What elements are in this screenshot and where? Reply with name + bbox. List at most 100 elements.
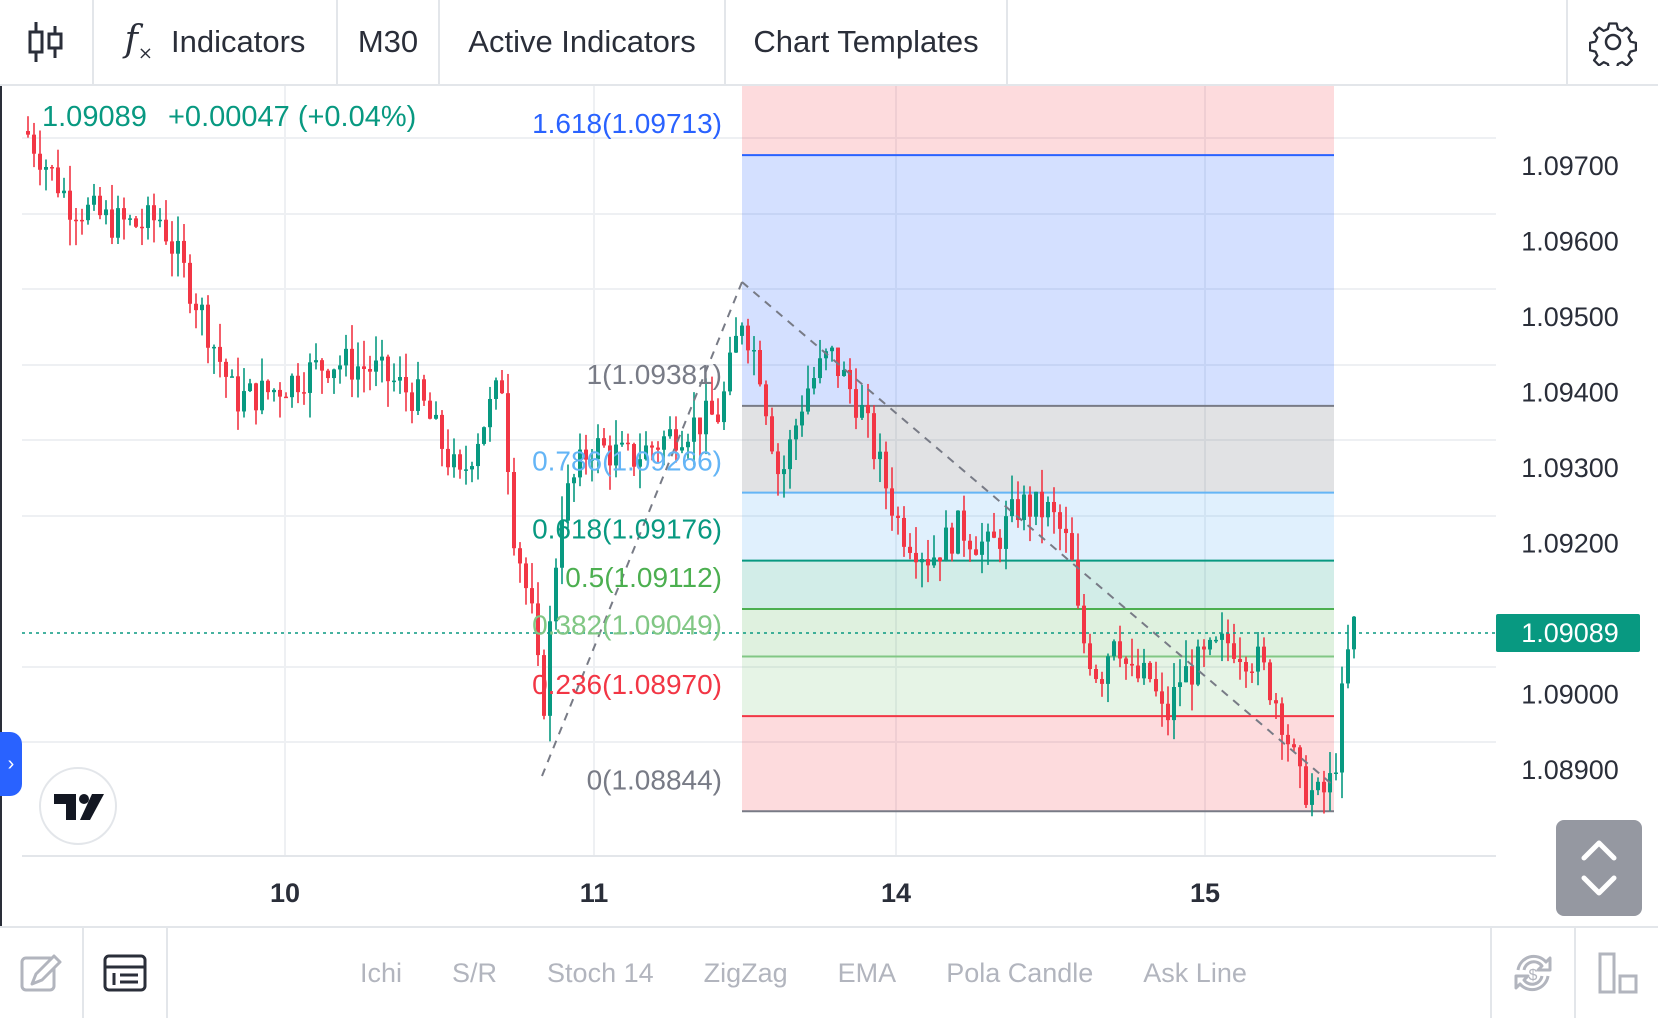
candle-body [692,417,696,442]
quick-indicator-ema[interactable]: EMA [837,957,897,988]
indicators-button[interactable]: f× Indicators [94,0,338,84]
candle-body [1292,744,1296,748]
layout-button[interactable] [1574,928,1658,1018]
candle-body [494,380,498,399]
candle-body [1094,669,1098,680]
fib-level-label: 0.618(1.09176) [532,514,722,545]
quick-indicators: Ichi S/R Stoch 14 ZigZag EMA Pola Candle… [360,928,1297,1018]
quick-indicator-ichi[interactable]: Ichi [360,957,403,988]
candle-body [128,218,132,220]
candle-body [740,325,744,336]
candle-body [428,400,432,419]
candle-body [26,131,30,135]
time-tick-label: 10 [270,878,300,908]
candle-body [326,370,330,379]
candle-body [1064,528,1068,534]
candle-body [1136,665,1140,679]
chart-templates-button[interactable]: Chart Templates [726,0,1008,84]
candle-body [488,398,492,428]
candle-body [932,557,936,566]
candle-body [914,552,918,563]
time-tick-label: 15 [1190,878,1220,908]
drawing-tools-button[interactable] [0,928,84,1018]
candle-body [620,442,624,445]
candle-body [536,603,540,656]
candle-body [506,393,510,473]
candle-body [704,400,708,435]
price-axis [1496,86,1658,856]
legend-change: +0.00047 (+0.04%) [168,101,416,133]
candle-body [266,380,270,393]
candle-body [1346,649,1350,684]
fibonacci-zones [742,86,1334,812]
candle-body [176,240,180,254]
price-chart[interactable]: 1.618(1.09713) 1(1.09381) 0.786(1.09266) 0.… [0,86,1658,926]
candle-body [110,209,114,238]
candle-body [1154,679,1158,692]
candle-body [68,190,72,220]
candle-body [200,304,204,311]
candle-body [1016,499,1020,521]
candle-body [38,153,42,170]
chart-area[interactable]: 1.618(1.09713) 1(1.09381) 0.786(1.09266) 0.… [0,86,1658,926]
active-indicators-button[interactable]: Active Indicators [440,0,726,84]
fib-zone [742,656,1334,717]
sync-button[interactable]: $ [1490,928,1574,1018]
quick-indicator-stoch[interactable]: Stoch 14 [547,957,654,988]
expand-sidebar-button[interactable]: › [0,732,22,796]
candle-body [806,388,810,412]
candle-body [1202,646,1206,650]
candle-body [608,445,612,466]
candle-body [380,356,384,361]
candle-body [950,527,954,554]
candle-body [92,195,96,205]
timeframe-button[interactable]: M30 [338,0,440,84]
quick-indicator-ask-line[interactable]: Ask Line [1143,957,1247,988]
candle-body [848,369,852,390]
candle-body [188,262,192,304]
candle-body [890,488,894,516]
scale-toggle-button[interactable] [1556,820,1642,916]
candle-body [566,483,570,521]
candle-body [1028,494,1032,517]
quick-indicator-sr[interactable]: S/R [452,957,498,988]
candle-body [830,347,834,352]
object-tree-button[interactable] [84,928,168,1018]
candle-body [1046,501,1050,518]
candle-body [1076,559,1080,606]
fib-zone [742,716,1334,812]
candle-body [878,451,882,460]
candle-body [1058,512,1062,529]
bottom-toolbar: Ichi S/R Stoch 14 ZigZag EMA Pola Candle… [0,926,1658,1018]
fib-level-label: 0.236(1.08970) [532,669,722,700]
quick-indicator-pola-candle[interactable]: Pola Candle [946,957,1094,988]
candle-body [386,356,390,382]
candle-body [374,360,378,372]
candle-body [350,348,354,380]
candle-body [698,417,702,435]
candle-body [854,389,858,418]
candle-body [872,413,876,460]
candle-body [500,380,504,394]
candle-body [242,391,246,412]
candle-body [1256,646,1260,672]
time-tick-label: 11 [580,878,609,908]
candle-body [1304,766,1308,805]
candle-body [236,376,240,412]
tradingview-logo[interactable] [39,767,117,845]
candle-body [470,466,474,470]
candle-body [1334,772,1338,775]
candle-body [482,427,486,444]
candle-body [164,219,168,242]
quick-indicator-zigzag[interactable]: ZigZag [703,957,788,988]
indicators-label: Indicators [171,24,306,59]
candle-body [1160,691,1164,704]
settings-button[interactable] [1566,0,1658,84]
candle-body [734,335,738,353]
candle-body [554,567,558,622]
current-price-badge [1496,614,1640,652]
legend-price: 1.09089 [42,101,147,133]
layout-icon [1598,952,1638,994]
time-tick-label: 14 [881,878,911,908]
chart-type-button[interactable] [0,0,94,84]
